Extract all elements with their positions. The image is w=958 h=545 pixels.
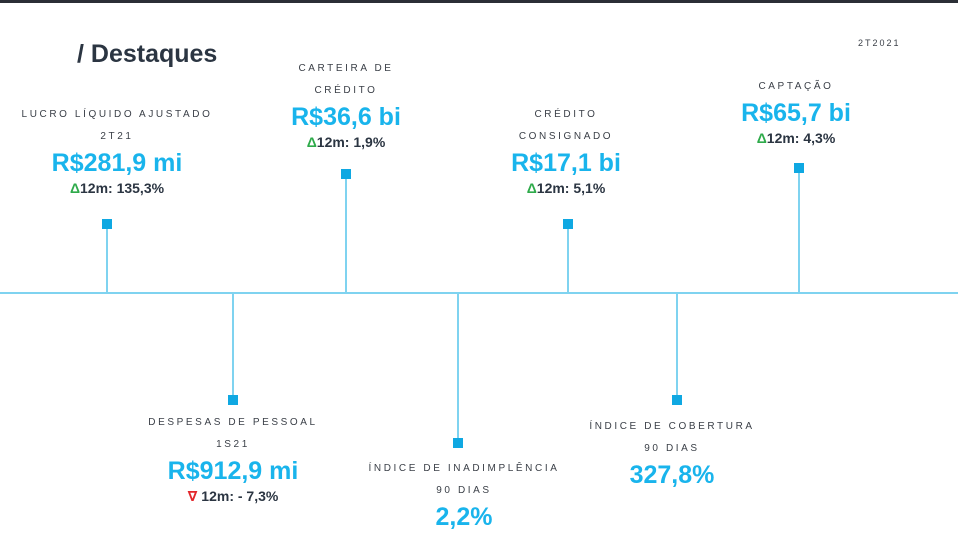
highlight-change-text: 12m: 5,1%: [536, 180, 606, 196]
highlight-label: CAPTAÇÃO: [758, 81, 834, 92]
highlight-label: CARTEIRA DE: [298, 63, 394, 74]
highlight-change: Δ12m: 1,9%: [291, 132, 401, 152]
highlight-label: DESPESAS DE PESSOAL: [148, 417, 318, 428]
highlight-change-text: 12m: 1,9%: [316, 134, 386, 150]
highlight-value: R$65,7 bi: [741, 99, 851, 127]
highlight-change: Δ12m: 4,3%: [741, 128, 851, 148]
top-bar: [0, 0, 958, 3]
timeline-marker: [341, 169, 351, 179]
highlight-sublabel: CRÉDITO: [314, 85, 378, 96]
highlight-sublabel: 90 DIAS: [436, 485, 492, 496]
highlight-credito-consignado: CRÉDITO CONSIGNADO R$17,1 bi Δ12m: 5,1%: [511, 104, 621, 198]
highlight-sublabel: 90 DIAS: [644, 443, 700, 454]
highlight-value: R$912,9 mi: [167, 457, 299, 485]
highlight-change: Δ12m: 5,1%: [511, 178, 621, 198]
timeline-marker: [228, 395, 238, 405]
timeline-stem: [345, 176, 347, 293]
timeline-stem: [232, 293, 234, 399]
highlight-sublabel: 2T21: [100, 131, 134, 142]
highlight-value: 327,8%: [629, 461, 715, 489]
highlight-lucro-liquido: LUCRO LÍQUIDO AJUSTADO 2T21 R$281,9 mi Δ…: [22, 104, 213, 198]
highlight-label: ÍNDICE DE COBERTURA: [589, 421, 755, 432]
timeline-marker: [794, 163, 804, 173]
period-label: 2T2021: [858, 38, 901, 48]
highlight-value: R$281,9 mi: [51, 149, 183, 177]
delta-up-icon: Δ: [306, 134, 317, 150]
timeline-stem: [567, 226, 569, 293]
highlight-cobertura: ÍNDICE DE COBERTURA 90 DIAS 327,8%: [589, 416, 754, 490]
highlight-label: LUCRO LÍQUIDO AJUSTADO: [21, 109, 213, 120]
timeline-stem: [676, 293, 678, 399]
highlight-value: 2,2%: [435, 503, 493, 531]
highlight-value: R$36,6 bi: [291, 103, 401, 131]
timeline-marker: [563, 219, 573, 229]
delta-down-icon: ∇: [187, 488, 198, 504]
highlight-despesas-pessoal: DESPESAS DE PESSOAL 1S21 R$912,9 mi ∇ 12…: [148, 412, 317, 506]
timeline-marker: [453, 438, 463, 448]
highlight-change-text: 12m: - 7,3%: [197, 488, 279, 504]
timeline-stem: [798, 170, 800, 293]
highlight-value: R$17,1 bi: [511, 149, 621, 177]
timeline-marker: [102, 219, 112, 229]
highlight-label: ÍNDICE DE INADIMPLÊNCIA: [368, 463, 560, 474]
timeline-marker: [672, 395, 682, 405]
highlight-label: CRÉDITO: [534, 109, 598, 120]
delta-up-icon: Δ: [526, 180, 537, 196]
highlight-captacao: CAPTAÇÃO R$65,7 bi Δ12m: 4,3%: [741, 76, 851, 148]
highlight-carteira-credito: CARTEIRA DE CRÉDITO R$36,6 bi Δ12m: 1,9%: [291, 58, 401, 152]
delta-up-icon: Δ: [69, 180, 80, 196]
highlight-inadimplencia: ÍNDICE DE INADIMPLÊNCIA 90 DIAS 2,2%: [369, 458, 560, 532]
highlight-sublabel: 1S21: [216, 439, 250, 450]
timeline-stem: [106, 226, 108, 293]
highlight-change: ∇ 12m: - 7,3%: [148, 486, 317, 506]
page-title: / Destaques: [77, 40, 218, 68]
highlight-change-text: 12m: 4,3%: [766, 130, 836, 146]
timeline-stem: [457, 293, 459, 444]
highlight-change-text: 12m: 135,3%: [80, 180, 165, 196]
highlight-change: Δ12m: 135,3%: [22, 178, 213, 198]
timeline-axis: [0, 292, 958, 294]
highlight-sublabel: CONSIGNADO: [518, 131, 614, 142]
delta-up-icon: Δ: [756, 130, 767, 146]
